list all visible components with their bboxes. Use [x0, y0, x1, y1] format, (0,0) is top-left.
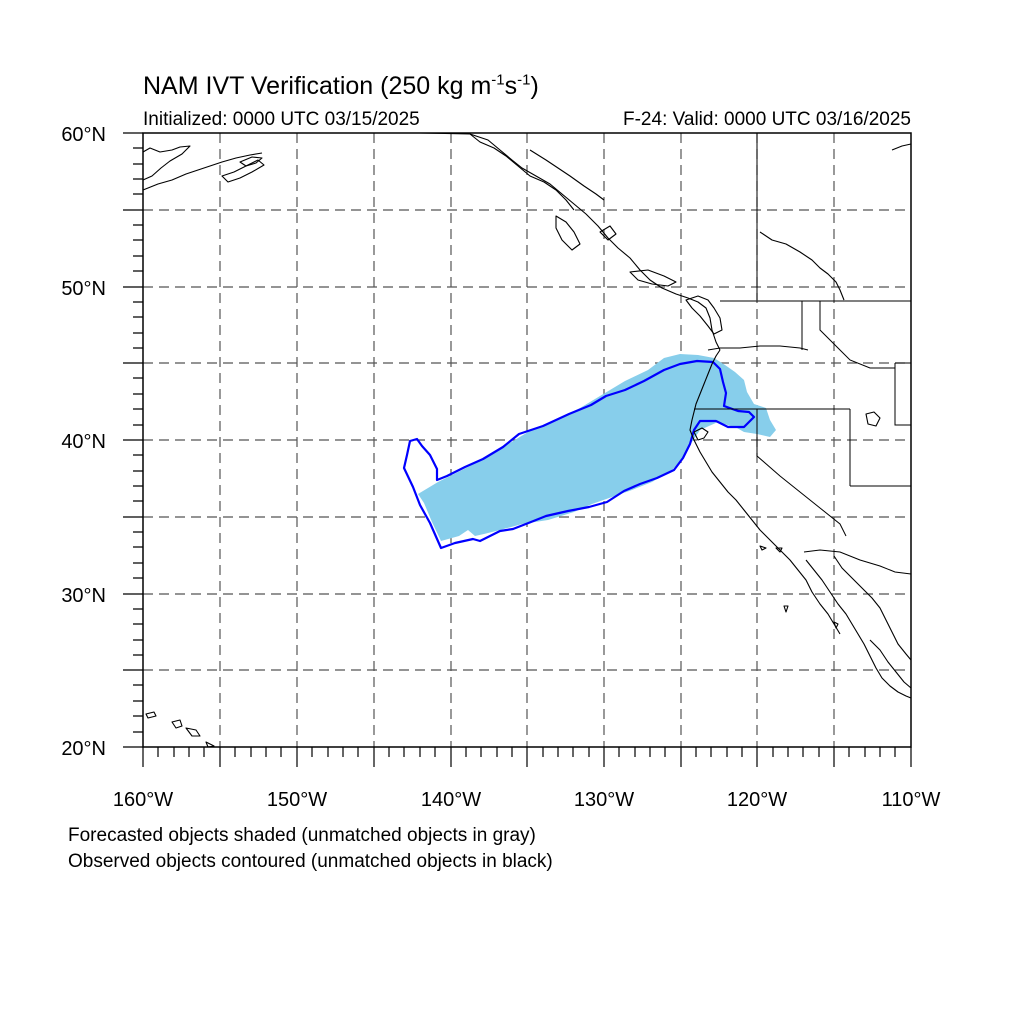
- lon-label-160w: 160°W: [113, 789, 173, 811]
- lat-label-50: 50°N: [61, 278, 106, 300]
- lat-label-20: 20°N: [61, 738, 106, 760]
- observed-contour: [402, 359, 756, 550]
- latitude-labels: 60°N 50°N 40°N 30°N 20°N: [61, 124, 106, 760]
- lon-label-120w: 120°W: [727, 789, 787, 811]
- map-title: NAM IVT Verification (250 kg m-1s-1): [143, 71, 539, 100]
- forecast-object: [418, 354, 776, 541]
- coastlines: [142, 132, 912, 748]
- political-borders: [694, 133, 912, 575]
- lat-label-40: 40°N: [61, 431, 106, 453]
- lon-label-110w: 110°W: [882, 789, 941, 811]
- footer-forecast-note: Forecasted objects shaded (unmatched obj…: [68, 825, 536, 846]
- tick-marks: [123, 132, 912, 767]
- longitude-labels: 160°W 150°W 140°W 130°W 120°W 110°W: [113, 789, 941, 811]
- lat-label-60: 60°N: [61, 124, 106, 146]
- valid-time: F-24: Valid: 0000 UTC 03/16/2025: [623, 109, 911, 130]
- lon-label-130w: 130°W: [574, 789, 634, 811]
- initialized-time: Initialized: 0000 UTC 03/15/2025: [143, 109, 420, 130]
- lat-label-30: 30°N: [61, 585, 106, 607]
- lon-label-140w: 140°W: [421, 789, 481, 811]
- lon-label-150w: 150°W: [267, 789, 327, 811]
- footer-observed-note: Observed objects contoured (unmatched ob…: [68, 851, 553, 872]
